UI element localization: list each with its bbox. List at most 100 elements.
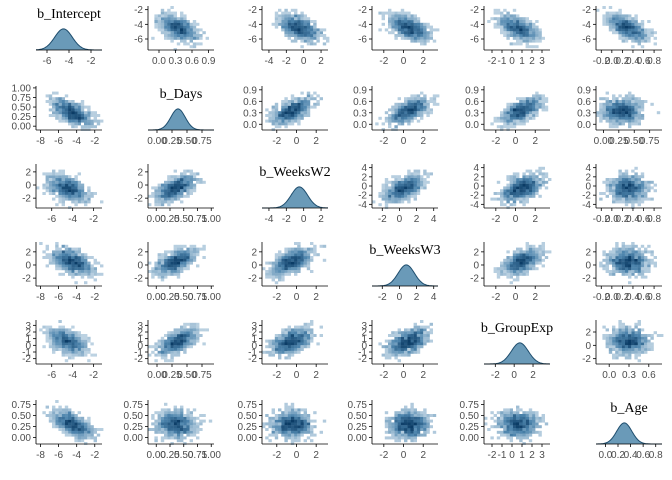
cell-r4-c1-hex-bin bbox=[160, 356, 165, 360]
cell-r2-c5-hex-bin bbox=[653, 189, 657, 193]
cell-r0-c2-hex-bin bbox=[294, 22, 298, 26]
cell-r0-c2-hex-bin bbox=[300, 34, 304, 37]
cell-r2-c3-hex-bin bbox=[407, 189, 411, 193]
cell-r5-c4-hex-bin bbox=[516, 428, 520, 431]
cell-r4-c0-hex-bin bbox=[61, 334, 65, 337]
cell-r2-c0-hex-bin bbox=[55, 175, 59, 179]
cell-r3-c2-hex-bin bbox=[284, 253, 288, 257]
cell-r5-c2-hex-bin bbox=[322, 419, 327, 423]
cell-r3-c2-hex-bin bbox=[287, 264, 291, 268]
cell-r5-c2-hex-bin bbox=[287, 425, 291, 429]
cell-r1-c2-hex-bin bbox=[287, 111, 291, 115]
cell-r2-c4-hex-bin bbox=[509, 194, 513, 198]
cell-r4-c2-hex-bin bbox=[284, 331, 288, 335]
cell-r3-c5-hex-bin bbox=[647, 264, 651, 268]
cell-r5-c0-hex-bin bbox=[77, 411, 81, 415]
cell-r4-c0-hex-bin bbox=[64, 353, 69, 357]
cell-r0-c5-hex-bin bbox=[615, 31, 619, 35]
cell-r3-c3-x-tick-label: 0 bbox=[397, 292, 403, 303]
cell-r1-c4-hex-bin bbox=[506, 111, 510, 115]
cell-r2-c1-hex-bin bbox=[160, 186, 165, 190]
cell-r2-c3-x-tick-label: 2 bbox=[414, 214, 420, 225]
cell-r1-c2-hex-bin bbox=[319, 97, 323, 101]
cell-r4-c1-hex-bin bbox=[167, 339, 171, 343]
cell-r4-c2-hex-bin bbox=[319, 325, 323, 329]
cell-r0-c4-hex-bin bbox=[516, 39, 520, 43]
cell-r5-c1-hex-bin bbox=[160, 422, 165, 426]
cell-r3-c0-hex-bin bbox=[93, 278, 97, 282]
cell-r0-c4-hex-bin bbox=[519, 20, 523, 23]
cell-r3-c4-hex-bin bbox=[538, 261, 542, 265]
cell-r4-c2-hex-bin bbox=[274, 339, 279, 343]
cell-r0-c5-hex-bin bbox=[640, 36, 645, 40]
cell-r3-c1-hex-bin bbox=[164, 275, 168, 279]
cell-r2-c3-hex-bin bbox=[391, 186, 395, 190]
cell-r0-c5-hex-bin bbox=[640, 25, 645, 29]
cell-r5-c3-hex-bin bbox=[400, 408, 405, 412]
cell-r3-c5-hex-bin bbox=[624, 270, 629, 273]
cell-r0-c1-hex-bin bbox=[176, 28, 181, 32]
cell-r0-c3-hex-bin bbox=[426, 34, 430, 37]
cell-r0-c4-hex-bin bbox=[503, 25, 507, 29]
cell-r1-c3-hex-bin bbox=[416, 108, 421, 112]
cell-r1-c0-hex-bin bbox=[74, 105, 78, 109]
cell-r3-c2-hex-bin bbox=[281, 267, 285, 271]
cell-r1-c3-hex-bin bbox=[391, 108, 395, 112]
cell-r4-c2-hex-bin bbox=[278, 339, 282, 343]
cell-r0-c5-hex-bin bbox=[647, 36, 651, 40]
cell-r1-c4-hex-bin bbox=[506, 125, 510, 129]
cell-r2-c0-hex-bin bbox=[74, 180, 78, 184]
cell-r1-c0-hex-bin bbox=[58, 114, 62, 117]
cell-r3-c1-hex-bin bbox=[170, 261, 174, 265]
cell-r1-c4-hex-bin bbox=[532, 97, 536, 101]
cell-r0-c1-hex-bin bbox=[183, 39, 187, 43]
cell-r2-c3-hex-bin bbox=[397, 197, 401, 201]
cell-r3-c1-hex-bin bbox=[176, 264, 181, 268]
cell-r2-c3-hex-bin bbox=[407, 200, 411, 204]
cell-r0-c4-hex-bin bbox=[512, 22, 517, 26]
cell-r1-c3-hex-bin bbox=[391, 116, 395, 120]
cell-r2-c5-hex-bin bbox=[624, 172, 629, 176]
cell-r3-c2-hex-bin bbox=[278, 275, 282, 279]
cell-r2-c3-hex-bin bbox=[404, 192, 408, 195]
cell-r1-c3-y-tick-label: 0.3 bbox=[353, 108, 367, 119]
cell-r5-c2-hex-bin bbox=[294, 430, 298, 434]
cell-r5-c0-hex-bin bbox=[45, 405, 49, 409]
cell-r2-c0-x-tick-label: -6 bbox=[47, 214, 56, 225]
cell-r4-c2-hex-bin bbox=[297, 336, 301, 340]
cell-r2-c5-hex-bin bbox=[634, 172, 638, 176]
cell-r2-c4-hex-bin bbox=[512, 172, 517, 176]
cell-r1-c3-hex-bin bbox=[375, 122, 379, 126]
cell-r0-c2-hex-bin bbox=[300, 20, 304, 23]
cell-r2-c4-hex-bin bbox=[500, 203, 504, 207]
cell-r5-c2-hex-bin bbox=[284, 414, 288, 417]
cell-r1-c4-hex-bin bbox=[541, 105, 545, 109]
cell-r5-c0-hex-bin bbox=[64, 425, 69, 429]
cell-r4-c1-hex-bin bbox=[173, 342, 177, 346]
cell-r2-c4-hex-bin bbox=[509, 180, 513, 184]
cell-r5-c0-y-tick-label: 0.50 bbox=[12, 411, 32, 422]
cell-r3-c5-hex-bin bbox=[644, 267, 648, 271]
cell-r5-c1-hex-bin bbox=[160, 408, 165, 412]
cell-r2-c4-hex-bin bbox=[500, 194, 504, 198]
cell-r4-c0-hex-bin bbox=[84, 339, 88, 343]
cell-r1-c0-hex-bin bbox=[55, 91, 59, 95]
cell-r3-c2-hex-bin bbox=[274, 275, 279, 279]
cell-r2-c3-hex-bin bbox=[397, 192, 401, 195]
cell-r2-c5-hex-bin bbox=[624, 189, 629, 193]
cell-r4-c5-hex-bin bbox=[624, 334, 629, 337]
cell-r0-c2-hex-bin bbox=[284, 22, 288, 26]
cell-r4-c4-density-area bbox=[484, 342, 550, 364]
cell-r3-c1-x-tick-label: 0.50 bbox=[174, 292, 194, 303]
cell-r5-c4-hex-bin bbox=[509, 428, 513, 431]
cell-r2-c5-hex-bin bbox=[618, 169, 622, 173]
cell-r1-c3-hex-bin bbox=[378, 116, 382, 120]
cell-r3-c1-hex-bin bbox=[173, 264, 177, 268]
cell-r2-c5-hex-bin bbox=[631, 197, 635, 201]
cell-r5-c3-hex-bin bbox=[423, 408, 427, 412]
cell-r1-c3-hex-bin bbox=[410, 108, 414, 112]
cell-r5-c0-hex-bin bbox=[61, 430, 65, 434]
cell-r5-c2-hex-bin bbox=[281, 416, 285, 420]
cell-r0-c1-hex-bin bbox=[164, 22, 168, 26]
cell-r5-c1-hex-bin bbox=[196, 430, 200, 434]
